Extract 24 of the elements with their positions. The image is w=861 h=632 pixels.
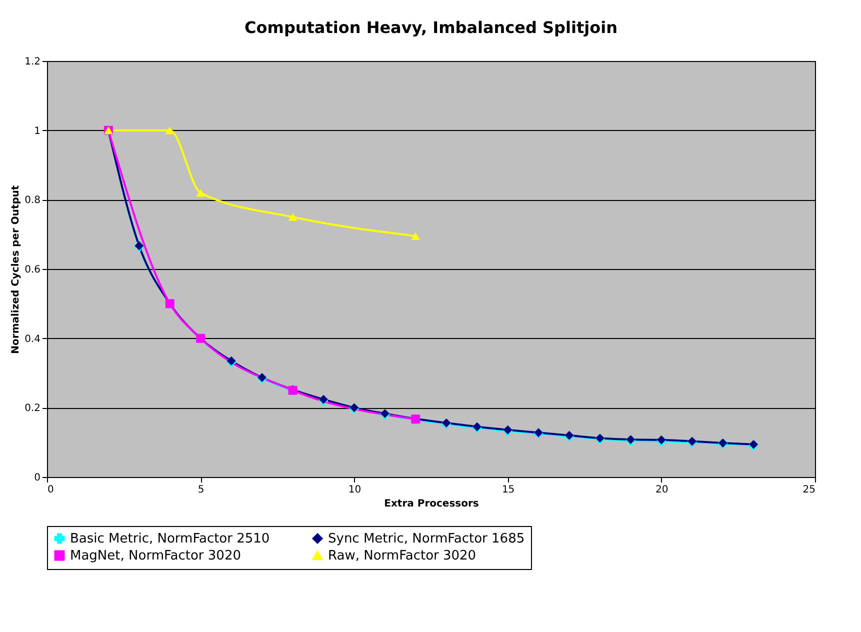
chart-title: Computation Heavy, Imbalanced Splitjoin	[244, 18, 618, 37]
y-tick-label: 0.2	[24, 403, 40, 414]
x-tick-label: 10	[348, 484, 362, 496]
x-tick-label: 25	[802, 484, 816, 496]
x-axis-title: Extra Processors	[384, 498, 479, 510]
point	[411, 232, 420, 240]
x-tick-label: 5	[198, 484, 204, 496]
x-tick-label: 15	[502, 484, 515, 496]
y-axis-title: Normalized Cycles per Output	[10, 184, 22, 354]
legend-label: MagNet, NormFactor 3020	[70, 548, 241, 564]
point	[196, 188, 206, 197]
x-tick-label: 20	[656, 484, 668, 496]
legend-label: Sync Metric, NormFactor 1685	[328, 532, 525, 547]
legend-label: Raw, NormFactor 3020	[328, 548, 476, 564]
y-tick-label: 0	[34, 472, 40, 484]
point	[165, 126, 174, 134]
x-tick-label: 0	[48, 484, 54, 496]
point	[288, 213, 298, 221]
y-tick-label: 0.6	[24, 264, 40, 276]
y-tick-label: 0.8	[24, 195, 40, 206]
y-tick-label: 1	[34, 126, 40, 137]
y-tick-label: 0.4	[24, 334, 40, 345]
legend-label: Basic Metric, NormFactor 2510	[70, 532, 270, 547]
y-tick-label: 1.2	[24, 56, 40, 68]
